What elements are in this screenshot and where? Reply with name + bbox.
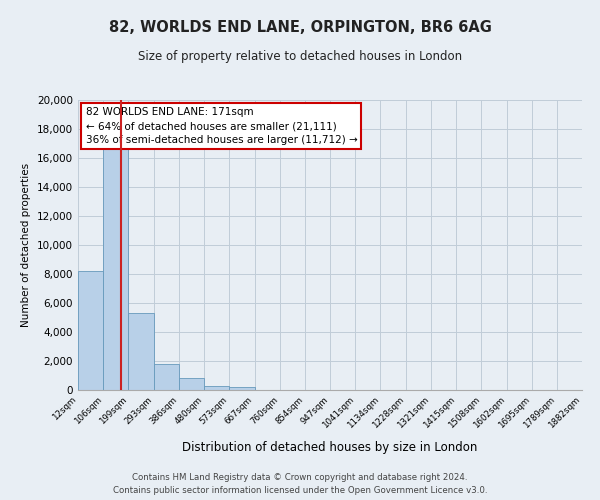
X-axis label: Distribution of detached houses by size in London: Distribution of detached houses by size … <box>182 441 478 454</box>
Bar <box>229 387 254 390</box>
Bar <box>103 150 128 390</box>
Text: 82 WORLDS END LANE: 171sqm
← 64% of detached houses are smaller (21,111)
36% of : 82 WORLDS END LANE: 171sqm ← 64% of deta… <box>86 108 358 146</box>
Text: Size of property relative to detached houses in London: Size of property relative to detached ho… <box>138 50 462 63</box>
Y-axis label: Number of detached properties: Number of detached properties <box>22 163 31 327</box>
Text: Contains HM Land Registry data © Crown copyright and database right 2024.: Contains HM Land Registry data © Crown c… <box>132 474 468 482</box>
Bar <box>179 378 204 390</box>
Bar <box>154 364 179 390</box>
Text: Contains public sector information licensed under the Open Government Licence v3: Contains public sector information licen… <box>113 486 487 495</box>
Bar <box>128 313 154 390</box>
Bar <box>78 271 103 390</box>
Text: 82, WORLDS END LANE, ORPINGTON, BR6 6AG: 82, WORLDS END LANE, ORPINGTON, BR6 6AG <box>109 20 491 35</box>
Bar <box>204 386 229 390</box>
